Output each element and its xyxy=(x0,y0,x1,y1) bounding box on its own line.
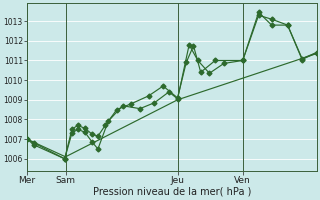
X-axis label: Pression niveau de la mer( hPa ): Pression niveau de la mer( hPa ) xyxy=(92,187,251,197)
